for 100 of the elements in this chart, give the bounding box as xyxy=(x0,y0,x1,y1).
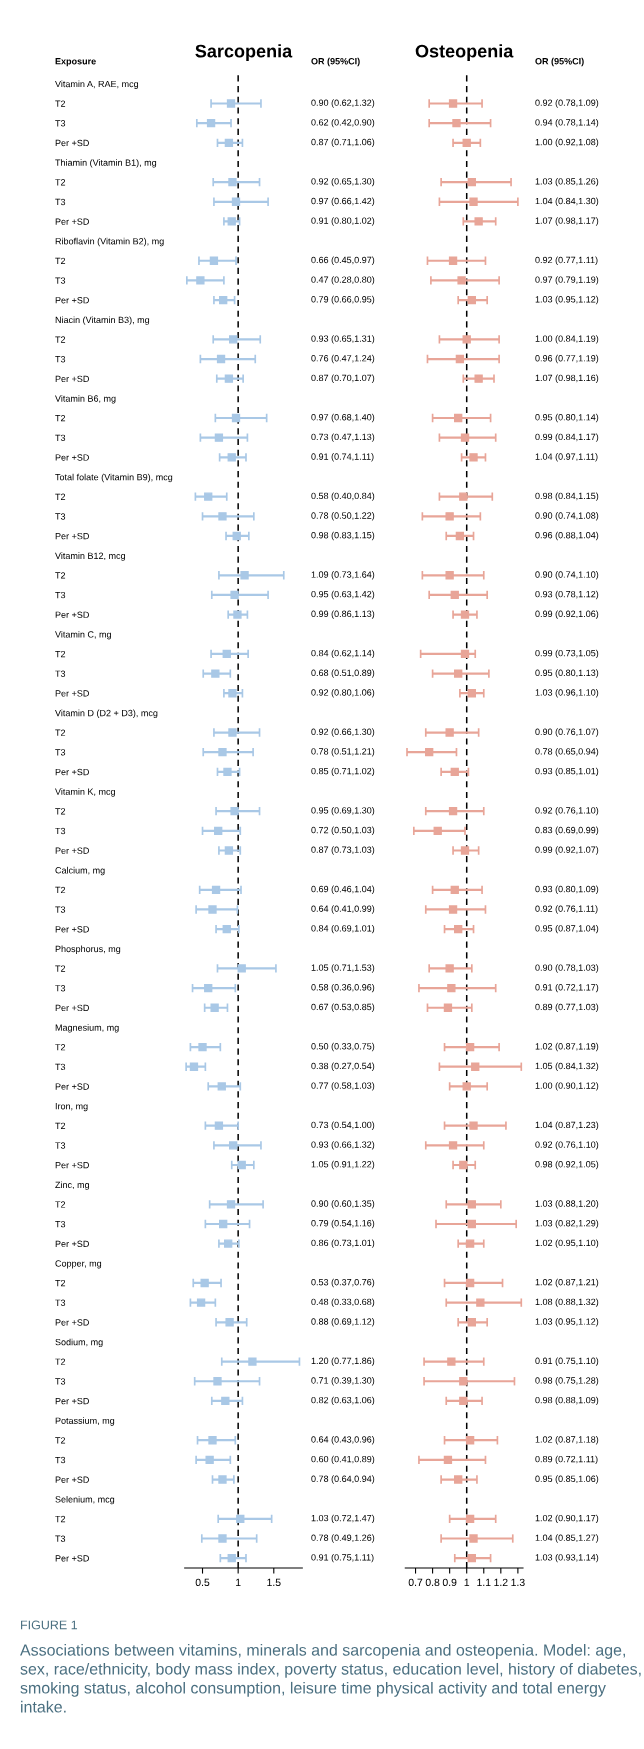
y-tick-label: Vitamin K, mcg xyxy=(55,788,115,797)
data-label: 0.95 (0.80,1.13) xyxy=(535,669,599,678)
point xyxy=(224,846,234,855)
point xyxy=(231,413,241,423)
point xyxy=(232,531,241,541)
data-label: 0.95 (0.85,1.06) xyxy=(535,1475,599,1484)
data-label: 0.88 (0.69,1.12) xyxy=(311,1318,375,1327)
point xyxy=(231,197,241,206)
y-tick-label: Potassium, mg xyxy=(55,1417,115,1426)
data-label: 0.95 (0.63,1.42) xyxy=(311,590,375,600)
y-tick-label: T2 xyxy=(55,1279,66,1287)
data-label: 0.99 (0.86,1.13) xyxy=(311,610,375,619)
point xyxy=(469,1534,478,1543)
point xyxy=(211,669,220,678)
data-label: 0.92 (0.76,1.10) xyxy=(535,806,599,816)
y-tick-label: Vitamin B12, mcg xyxy=(55,552,126,561)
data-label: 1.00 (0.92,1.08) xyxy=(535,138,599,148)
point xyxy=(474,217,483,226)
y-tick-label: T2 xyxy=(55,1358,66,1365)
x-tick-label: 1 xyxy=(236,1578,241,1586)
x-tick-label: 1.1 xyxy=(477,1578,491,1586)
y-tick-label: Phosphorus, mg xyxy=(55,945,121,954)
point xyxy=(198,1042,207,1052)
data-label: 0.99 (0.73,1.05) xyxy=(535,649,599,659)
point xyxy=(462,1082,471,1091)
y-tick-label: T3 xyxy=(55,1535,66,1542)
point xyxy=(455,531,465,541)
y-tick-label: T3 xyxy=(55,1220,66,1228)
point xyxy=(450,767,459,777)
point xyxy=(460,433,470,442)
data-label: 0.95 (0.87,1.04) xyxy=(535,924,599,934)
point xyxy=(448,1141,458,1150)
y-tick-label: Per +SD xyxy=(55,1083,89,1090)
point xyxy=(450,885,459,894)
data-label: 0.87 (0.73,1.03) xyxy=(311,846,375,855)
data-label: 0.92 (0.66,1.30) xyxy=(311,728,375,737)
y-tick-label: Per +SD xyxy=(55,1397,89,1405)
data-label: 0.99 (0.84,1.17) xyxy=(535,433,599,442)
y-tick-label: T2 xyxy=(55,1201,66,1208)
data-label: 0.97 (0.66,1.42) xyxy=(311,197,375,206)
data-label: 1.07 (0.98,1.16) xyxy=(535,374,599,383)
point xyxy=(204,492,213,501)
y-tick-label: Vitamin C, mg xyxy=(55,630,111,640)
data-label: 0.98 (0.92,1.05) xyxy=(535,1160,599,1170)
point xyxy=(462,138,471,147)
point xyxy=(237,1160,246,1170)
point xyxy=(218,1475,227,1484)
data-label: 0.87 (0.71,1.06) xyxy=(311,138,375,148)
data-label: 0.78 (0.50,1.22) xyxy=(311,512,375,521)
data-label: 1.02 (0.95,1.10) xyxy=(535,1239,599,1248)
data-label: 0.38 (0.27,0.54) xyxy=(311,1062,375,1071)
data-label: 0.89 (0.77,1.03) xyxy=(535,1003,599,1012)
data-label: 0.83 (0.69,0.99) xyxy=(535,826,599,836)
data-label: 0.84 (0.69,1.01) xyxy=(311,924,375,934)
data-label: 1.03 (0.82,1.29) xyxy=(535,1219,599,1229)
point xyxy=(448,905,458,914)
point xyxy=(450,590,459,600)
y-tick-label: Per +SD xyxy=(55,1161,89,1169)
point xyxy=(457,276,466,285)
y-tick-label: T3 xyxy=(55,1378,66,1385)
data-label: 0.90 (0.76,1.07) xyxy=(535,728,599,737)
caption: FIGURE 1 xyxy=(21,1620,78,1630)
y-tick-label: Riboflavin (Vitamin B2), mg xyxy=(55,237,164,247)
data-label: 0.78 (0.64,0.94) xyxy=(311,1475,375,1484)
y-tick-label: Zinc, mg xyxy=(55,1181,90,1190)
point xyxy=(467,1200,476,1209)
point xyxy=(448,807,458,816)
point xyxy=(233,610,242,619)
data-label: 0.92 (0.78,1.09) xyxy=(535,99,599,108)
data-label: 1.03 (0.95,1.12) xyxy=(535,1318,599,1327)
y-tick-label: Per +SD xyxy=(55,1004,89,1012)
data-label: 0.95 (0.69,1.30) xyxy=(311,806,375,816)
y-tick-label: Per +SD xyxy=(55,611,89,618)
point xyxy=(214,826,223,835)
data-label: 1.03 (0.93,1.14) xyxy=(535,1553,599,1563)
point xyxy=(228,689,237,698)
data-label: 0.96 (0.77,1.19) xyxy=(535,354,599,364)
y-tick-label: T2 xyxy=(55,1515,66,1523)
point xyxy=(208,905,217,914)
data-label: 0.97 (0.68,1.40) xyxy=(311,413,375,423)
y-tick-label: T3 xyxy=(55,1299,66,1306)
y-tick-label: T3 xyxy=(55,827,66,835)
y-tick-label: T2 xyxy=(55,650,66,658)
y-tick-label: Selenium, mcg xyxy=(55,1495,115,1505)
point xyxy=(204,983,213,993)
y-tick-label: T2 xyxy=(55,100,66,107)
point xyxy=(227,1553,236,1563)
data-label: 1.04 (0.97,1.11) xyxy=(535,453,598,462)
y-tick-label: T3 xyxy=(55,198,66,206)
data-label: 0.97 (0.79,1.19) xyxy=(535,276,599,285)
data-label: 1.20 (0.77,1.86) xyxy=(311,1357,375,1366)
point xyxy=(230,590,239,600)
y-tick-label: Sodium, mg xyxy=(55,1338,103,1348)
y-tick-label: T2 xyxy=(55,808,66,815)
point xyxy=(452,118,461,128)
data-label: 0.94 (0.78,1.14) xyxy=(535,118,599,128)
data-label: 0.78 (0.49,1.26) xyxy=(311,1534,375,1543)
y-tick-label: Per +SD xyxy=(55,139,89,147)
point xyxy=(459,1377,468,1386)
y-tick-label: Vitamin A, RAE, mcg xyxy=(55,80,139,89)
